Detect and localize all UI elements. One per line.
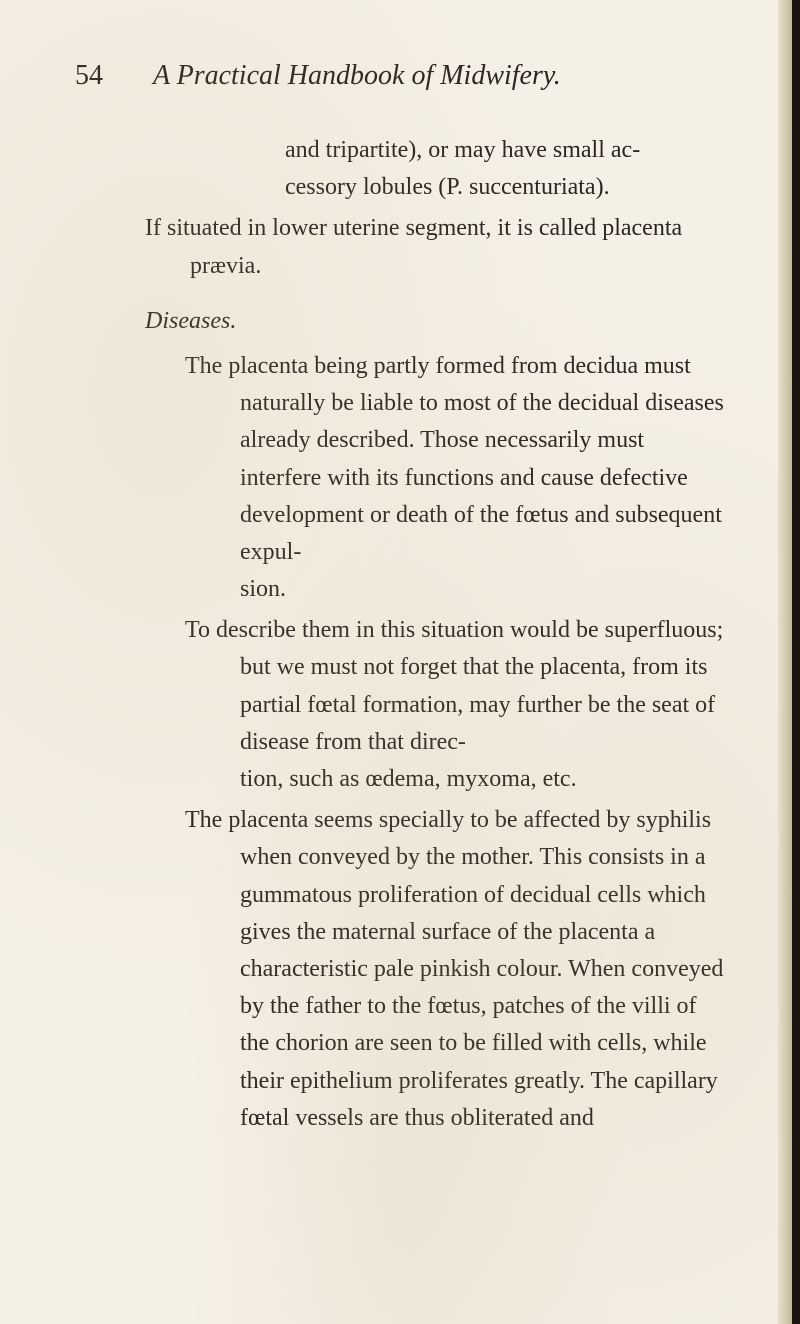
intro-if-clause: If situated in lower uterine segment, it… bbox=[75, 210, 725, 284]
entry-the-1: The placenta being partly formed from de… bbox=[75, 348, 725, 608]
entry-text: placenta seems specially to be affected … bbox=[228, 807, 723, 1131]
page-header: 54 A Practical Handbook of Midwifery. bbox=[75, 60, 725, 92]
page-edge-shadow bbox=[778, 0, 792, 1324]
running-title: A Practical Handbook of Midwifery. bbox=[153, 60, 561, 92]
entry-lead: The bbox=[185, 807, 222, 833]
page-content: and tripartite), or may have small ac- c… bbox=[75, 132, 725, 1137]
entry-text: placenta being partly formed from decidu… bbox=[228, 353, 724, 602]
page-container: 54 A Practical Handbook of Midwifery. an… bbox=[0, 0, 800, 1201]
entry-lead: The bbox=[185, 353, 222, 379]
entry-to: To describe them in this situation would… bbox=[75, 612, 725, 798]
page-edge-dark bbox=[792, 0, 800, 1324]
entry-text: describe them in this situation would be… bbox=[216, 617, 723, 792]
entry-the-2: The placenta seems specially to be affec… bbox=[75, 802, 725, 1137]
page-number: 54 bbox=[75, 60, 103, 92]
intro-continuation: and tripartite), or may have small ac- c… bbox=[75, 132, 725, 206]
section-heading: Diseases. bbox=[75, 303, 725, 340]
entry-lead: To bbox=[185, 617, 210, 643]
